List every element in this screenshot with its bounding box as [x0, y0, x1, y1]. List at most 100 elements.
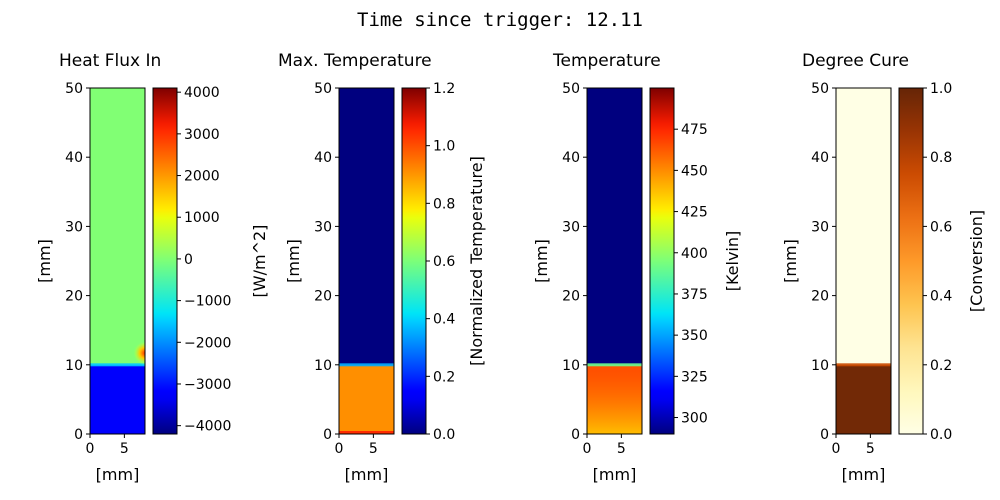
- y-tick-label: 20: [811, 289, 829, 305]
- y-tick-label: 0: [323, 427, 332, 443]
- y-tick-label: 0: [820, 427, 829, 443]
- colorbar-tick-label: 475: [681, 122, 708, 138]
- front-band: [339, 363, 394, 367]
- colorbar-tick-label: 2000: [184, 169, 220, 185]
- heatmap-region-below: [339, 364, 394, 434]
- colorbar-tick-label: 375: [681, 287, 708, 303]
- y-tick-label: 20: [562, 289, 580, 305]
- axes-frame: [835, 87, 892, 435]
- axes-frame: [89, 87, 146, 435]
- colorbar-tick-label: 400: [681, 246, 708, 262]
- panel-4: Degree Cure 0 10 20 30 40 50 0 5 [mm] [mm] 0.0 0.2 0.…: [781, 51, 986, 484]
- heat-hotspot: [133, 341, 145, 366]
- x-tick-label: 5: [369, 441, 378, 457]
- x-tick-label: 5: [617, 441, 626, 457]
- bottom-edge-strip: [339, 431, 394, 434]
- heatmap-field: [90, 88, 145, 434]
- y-tick-label: 30: [562, 219, 580, 235]
- front-band: [90, 363, 145, 367]
- suptitle: Time since trigger: 12.11: [357, 9, 643, 31]
- colorbar: [898, 87, 924, 435]
- y-axis-label: [mm]: [532, 239, 551, 283]
- y-tick-label: 10: [811, 358, 829, 374]
- y-tick-label: 10: [65, 358, 83, 374]
- front-band: [587, 363, 642, 367]
- colorbar-tick-label: −2000: [184, 335, 231, 351]
- heatmap-region-above: [836, 88, 891, 365]
- x-tick-label: 5: [120, 441, 129, 457]
- axes-frame: [586, 87, 643, 435]
- y-tick-label: 20: [314, 289, 332, 305]
- colorbar-tick-label: 0.2: [930, 358, 952, 374]
- heatmap-region-below: [836, 364, 891, 434]
- axes-frame: [338, 87, 395, 435]
- y-tick-label: 0: [571, 427, 580, 443]
- colorbar: [152, 87, 178, 435]
- colorbar-tick-label: 0.0: [930, 427, 952, 443]
- y-tick-label: 40: [314, 150, 332, 166]
- colorbar-tick-label: 4000: [184, 85, 220, 101]
- y-tick-label: 30: [811, 219, 829, 235]
- colorbar-tick-label: 450: [681, 163, 708, 179]
- x-tick-label: 0: [335, 441, 344, 457]
- heatmap-field: [836, 88, 891, 434]
- x-tick-label: 0: [832, 441, 841, 457]
- panel-title: Heat Flux In: [59, 51, 161, 71]
- colorbar-tick-label: 0.2: [433, 369, 455, 385]
- y-tick-label: 50: [562, 81, 580, 97]
- colorbar-tick-label: 0.8: [433, 196, 455, 212]
- y-tick-label: 30: [65, 219, 83, 235]
- heatmap-region-above: [587, 88, 642, 365]
- colorbar-label: [W/m^2]: [250, 225, 269, 298]
- heatmap-region-below: [587, 364, 642, 434]
- y-tick-label: 50: [811, 81, 829, 97]
- y-tick-label: 30: [314, 219, 332, 235]
- y-axis-label: [mm]: [35, 239, 54, 283]
- y-tick-label: 50: [314, 81, 332, 97]
- panel-title: Temperature: [552, 51, 661, 71]
- colorbar-label: [Conversion]: [967, 210, 986, 312]
- colorbar-label: [Normalized Temperature]: [467, 156, 486, 366]
- colorbar-label: [Kelvin]: [723, 231, 742, 292]
- x-axis-label: [mm]: [96, 465, 140, 484]
- colorbar-tick-label: 300: [681, 411, 708, 427]
- colorbar-tick-label: 0.6: [433, 254, 455, 270]
- colorbar-tick-label: −3000: [184, 377, 231, 393]
- heatmap-region-below: [90, 364, 145, 434]
- y-axis-label: [mm]: [781, 239, 800, 283]
- colorbar-tick-label: 0.4: [930, 289, 952, 305]
- colorbar-tick-label: 1000: [184, 210, 220, 226]
- x-axis-label: [mm]: [593, 465, 637, 484]
- colorbar: [649, 87, 675, 435]
- panel-3: Temperature 0 10 20 30 40 50 0 5 [mm] [mm] 300 325 35…: [532, 51, 742, 484]
- colorbar-tick-label: 350: [681, 328, 708, 344]
- heatmap-field: [587, 88, 642, 434]
- colorbar-tick-label: 3000: [184, 127, 220, 143]
- colorbar-tick-label: −1000: [184, 294, 231, 310]
- heatmap-field: [339, 88, 394, 434]
- y-tick-label: 10: [562, 358, 580, 374]
- x-tick-label: 0: [86, 441, 95, 457]
- y-tick-label: 0: [74, 427, 83, 443]
- y-tick-label: 50: [65, 81, 83, 97]
- front-band: [836, 363, 891, 367]
- colorbar-tick-label: 0.0: [433, 427, 455, 443]
- colorbar-tick-label: 0.4: [433, 312, 455, 328]
- colorbar-tick-label: 425: [681, 205, 708, 221]
- x-tick-label: 0: [583, 441, 592, 457]
- x-tick-label: 5: [866, 441, 875, 457]
- colorbar-tick-label: 0.8: [930, 150, 952, 166]
- x-axis-label: [mm]: [345, 465, 389, 484]
- panel-1: Heat Flux In 0 10 20 30 40 50 0 5 [mm] [mm] −4000 −3…: [35, 51, 269, 484]
- colorbar-tick-label: 1.0: [433, 139, 455, 155]
- heatmap-region-above: [90, 88, 145, 365]
- heatmap-region-above: [339, 88, 394, 365]
- panel-title: Degree Cure: [802, 51, 909, 71]
- y-axis-label: [mm]: [284, 239, 303, 283]
- y-tick-label: 10: [314, 358, 332, 374]
- y-tick-label: 40: [65, 150, 83, 166]
- colorbar-tick-label: −4000: [184, 419, 231, 435]
- y-tick-label: 40: [811, 150, 829, 166]
- colorbar-tick-label: 1.2: [433, 81, 455, 97]
